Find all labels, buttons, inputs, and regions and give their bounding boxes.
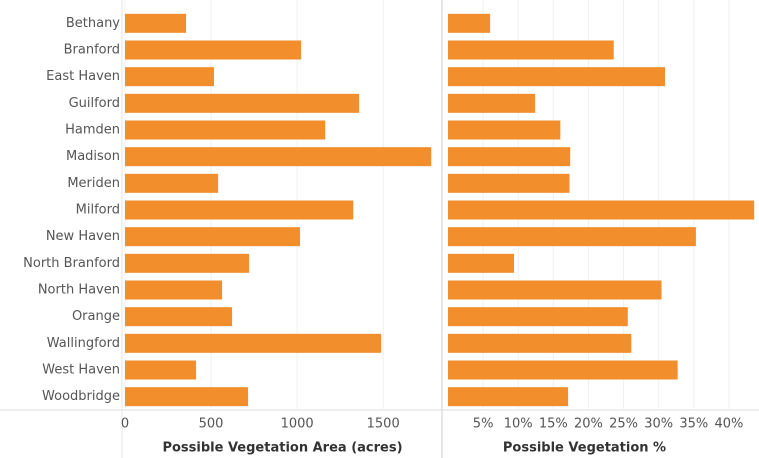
category-label: Meriden <box>67 176 120 191</box>
x-tick-label: 0 <box>121 417 129 432</box>
bar <box>448 280 662 300</box>
category-label: Milford <box>76 203 120 218</box>
x-tick-label: 1500 <box>367 417 400 432</box>
bar <box>448 200 755 220</box>
category-label: Woodbridge <box>42 389 120 404</box>
category-label: North Branford <box>23 256 120 271</box>
bar <box>448 13 491 33</box>
bar <box>125 307 233 327</box>
bar <box>448 307 628 327</box>
x-tick-label: 35% <box>679 417 708 432</box>
bar <box>125 173 219 193</box>
x-axis-title: Possible Vegetation Area (acres) <box>162 441 402 456</box>
x-tick-label: 500 <box>199 417 224 432</box>
bar <box>125 120 326 140</box>
bar <box>125 93 360 113</box>
x-tick-label: 40% <box>714 417 743 432</box>
category-label: Orange <box>72 309 120 324</box>
category-label: Madison <box>66 149 120 164</box>
bar <box>448 120 561 140</box>
bar <box>448 40 614 60</box>
category-label: West Haven <box>42 363 120 378</box>
bar <box>448 387 569 407</box>
bar <box>125 253 250 273</box>
bar <box>448 227 696 247</box>
bar <box>125 387 249 407</box>
category-label: Wallingford <box>47 336 120 351</box>
x-tick-label: 25% <box>609 417 638 432</box>
x-tick-label: 1000 <box>281 417 314 432</box>
bar <box>125 200 354 220</box>
x-tick-label: 10% <box>504 417 533 432</box>
bar <box>125 333 382 353</box>
bar <box>125 280 223 300</box>
category-label: Bethany <box>66 16 120 31</box>
x-tick-label: 15% <box>539 417 568 432</box>
category-label: Hamden <box>65 123 120 138</box>
category-label: Branford <box>64 43 120 58</box>
category-label: Guilford <box>69 96 120 111</box>
bar <box>448 147 571 167</box>
bar <box>125 227 301 247</box>
x-axis-title: Possible Vegetation % <box>503 441 666 456</box>
category-label: New Haven <box>46 229 120 244</box>
x-tick-label: 20% <box>574 417 603 432</box>
bar <box>448 67 666 87</box>
bar <box>448 253 515 273</box>
category-label: North Haven <box>38 283 120 298</box>
bar <box>125 360 197 380</box>
bar <box>448 93 536 113</box>
category-label: East Haven <box>46 69 120 84</box>
x-tick-label: 5% <box>473 417 494 432</box>
bar <box>125 147 432 167</box>
bar <box>125 13 187 33</box>
bar <box>125 67 214 87</box>
bar <box>448 173 570 193</box>
bar <box>448 333 632 353</box>
x-tick-label: 30% <box>644 417 673 432</box>
bar <box>125 40 302 60</box>
bar <box>448 360 678 380</box>
